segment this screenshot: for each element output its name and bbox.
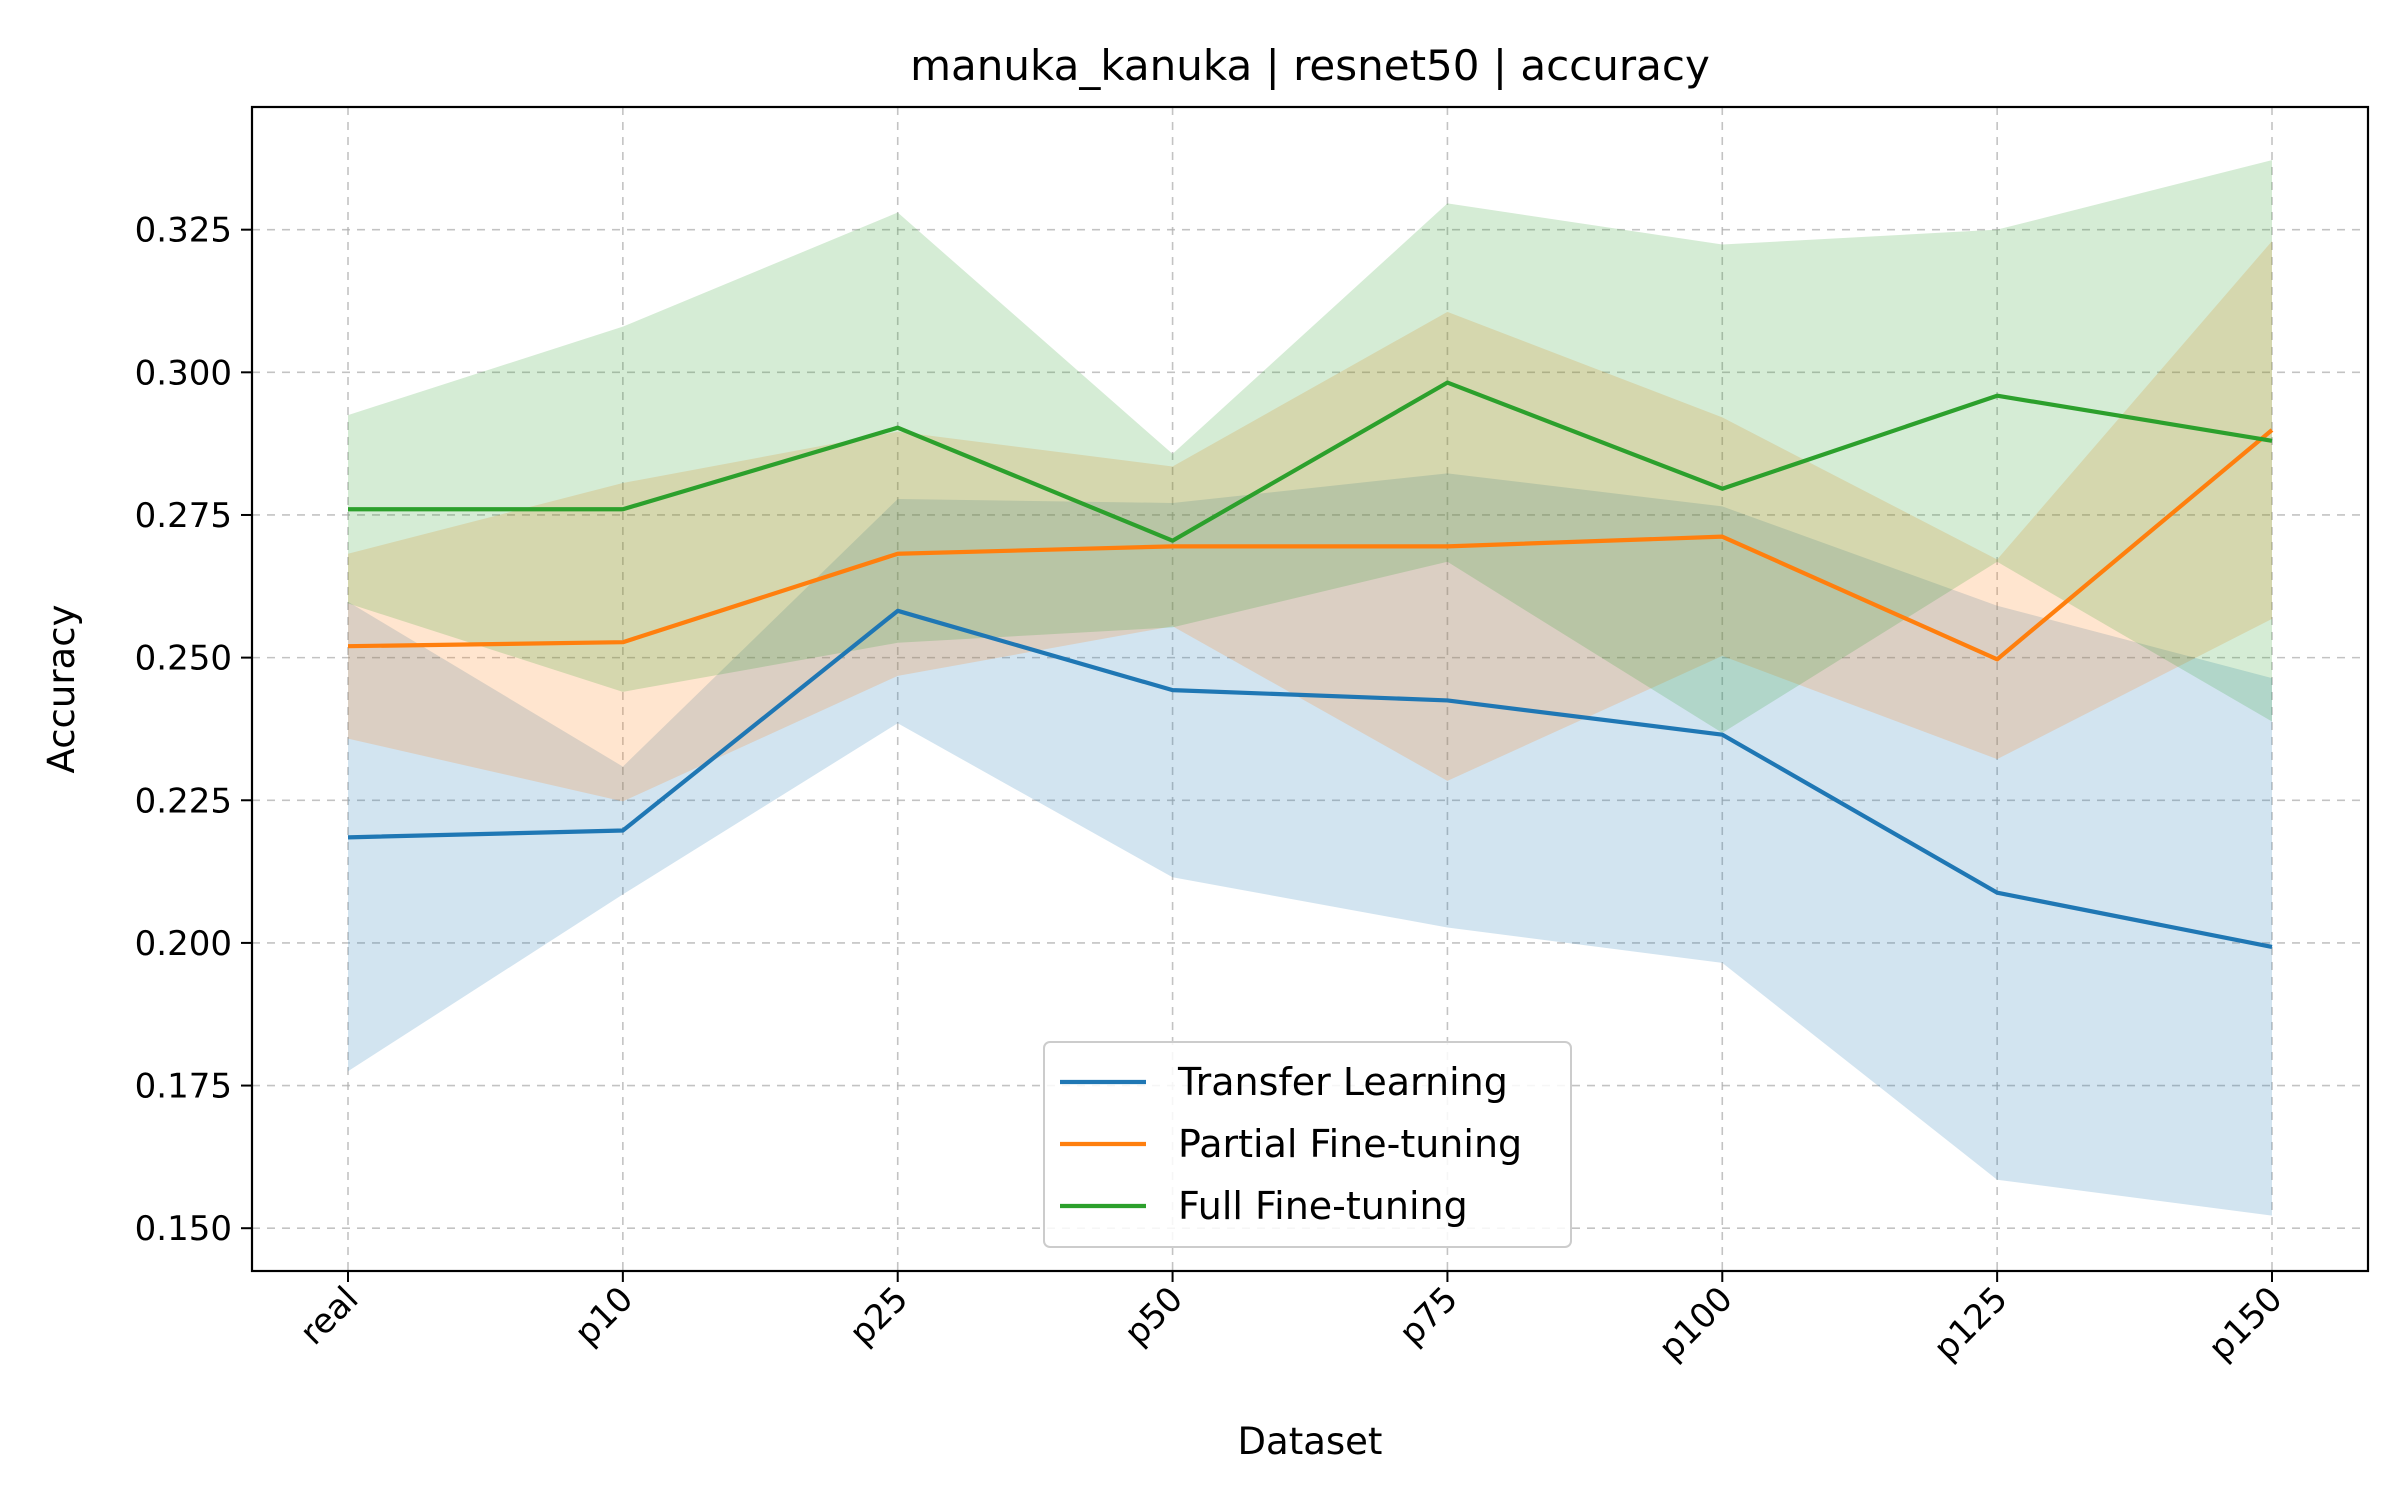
y-tick-label: 0.225 [135,781,232,821]
x-tick-label: p10 [567,1279,641,1353]
band-series-2 [348,160,2272,733]
band-series-1 [348,241,2272,802]
confidence-bands [348,160,2272,1216]
y-tick-label: 0.325 [135,211,232,251]
legend-label: Partial Fine-tuning [1178,1122,1522,1166]
legend-label: Transfer Learning [1177,1060,1508,1104]
y-tick-label: 0.200 [135,924,232,964]
y-tick-label: 0.275 [135,496,232,536]
legend-box [1043,1041,1572,1248]
x-tick-label: p100 [1651,1279,1740,1368]
plot-frame [250,105,2370,1273]
y-axis-label: Accuracy [40,605,83,774]
chart-title: manuka_kanuka | resnet50 | accuracy [910,41,1710,90]
x-axis-label: Dataset [1238,1420,1383,1463]
band-series-0 [348,473,2272,1216]
legend-label: Full Fine-tuning [1178,1184,1468,1228]
y-tick-label: 0.300 [135,353,232,393]
y-tick-label: 0.250 [135,639,232,679]
y-tick-label: 0.175 [135,1067,232,1107]
legend: Transfer Learning Partial Fine-tuning Full… [1043,1041,1572,1248]
x-tick-label: p50 [1117,1279,1191,1353]
x-tick-label: p125 [1926,1279,2015,1368]
line-series-1 [347,428,2274,662]
line-series-0 [347,608,2273,949]
series-lines [347,380,2274,949]
x-tick-label: p150 [2201,1279,2290,1368]
y-tick-label: 0.150 [135,1209,232,1249]
x-tick-label: p75 [1392,1279,1466,1353]
x-tick-label: real [293,1279,367,1353]
x-tick-label: p25 [842,1279,916,1353]
line-series-2 [348,380,2273,543]
